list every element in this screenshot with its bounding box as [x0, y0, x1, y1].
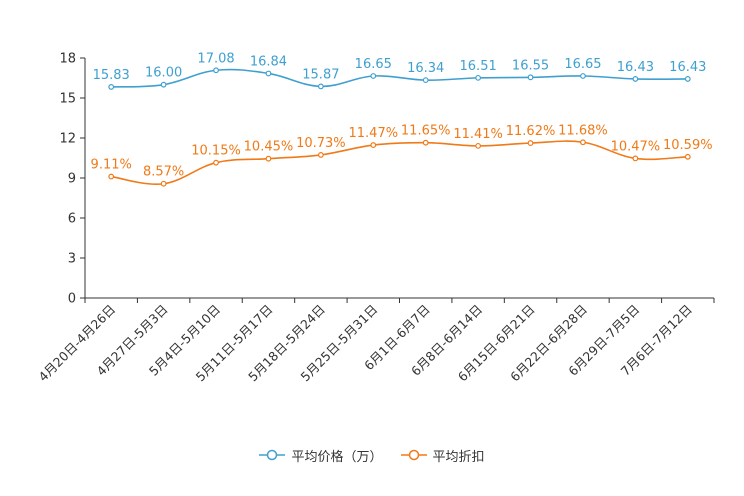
- data-label: 16.43: [669, 60, 706, 75]
- data-label: 16.84: [250, 54, 287, 69]
- data-label: 10.15%: [191, 144, 241, 159]
- legend-item-discount[interactable]: 平均折扣: [400, 446, 485, 465]
- data-point: [475, 74, 482, 81]
- data-point: [370, 73, 377, 79]
- data-point: [108, 173, 115, 180]
- data-label: 11.62%: [506, 124, 556, 139]
- data-point: [475, 142, 482, 149]
- data-point: [370, 142, 377, 148]
- data-point: [527, 140, 534, 146]
- data-label: 15.83: [93, 68, 130, 83]
- data-label: 16.34: [407, 61, 444, 76]
- series-line-2: [111, 140, 688, 185]
- legend-label-discount: 平均折扣: [432, 449, 485, 465]
- data-point: [108, 84, 115, 90]
- data-label: 10.45%: [244, 140, 294, 155]
- data-point: [213, 159, 219, 166]
- data-label: 16.00: [145, 66, 182, 81]
- data-label: 11.65%: [401, 124, 451, 139]
- series-line-1: [111, 68, 688, 88]
- data-label: 16.55: [512, 58, 549, 73]
- data-label: 11.68%: [558, 123, 608, 138]
- chart-legend: 平均价格（万） 平均折扣: [0, 444, 744, 466]
- data-label: 16.65: [564, 57, 601, 72]
- data-label: 16.65: [355, 57, 392, 72]
- y-tick-label: 18: [59, 52, 76, 67]
- data-label: 16.43: [617, 60, 654, 75]
- data-point: [580, 73, 586, 79]
- y-tick-label: 0: [68, 292, 76, 307]
- data-label: 11.47%: [349, 126, 399, 141]
- legend-line-circle-icon: [259, 449, 286, 461]
- legend-line-circle-icon: [400, 449, 427, 461]
- data-label: 10.73%: [296, 136, 346, 151]
- data-point: [422, 77, 429, 84]
- data-point: [265, 155, 272, 162]
- data-label: 10.47%: [611, 139, 661, 154]
- data-point: [160, 81, 167, 88]
- data-label: 11.41%: [453, 127, 503, 142]
- data-point: [632, 155, 639, 162]
- data-label: 17.08: [197, 51, 234, 66]
- data-label: 8.57%: [143, 165, 184, 180]
- data-point: [684, 76, 691, 82]
- data-point: [213, 67, 219, 74]
- data-point: [422, 139, 429, 146]
- data-label: 15.87: [302, 67, 339, 82]
- data-point: [580, 139, 586, 146]
- y-tick-label: 15: [59, 92, 76, 107]
- data-label: 9.11%: [91, 158, 132, 173]
- y-tick-label: 9: [68, 172, 76, 187]
- legend-label-price: 平均价格（万）: [291, 449, 383, 465]
- data-point: [317, 152, 324, 158]
- data-point: [632, 76, 639, 82]
- data-point: [265, 70, 272, 77]
- data-point: [684, 153, 691, 160]
- legend-item-price[interactable]: 平均价格（万）: [259, 446, 383, 465]
- y-tick-label: 6: [68, 212, 76, 227]
- data-point: [317, 83, 324, 90]
- y-tick-label: 3: [68, 252, 76, 267]
- data-point: [160, 180, 167, 187]
- data-label: 10.59%: [663, 138, 713, 153]
- y-tick-label: 12: [59, 132, 76, 147]
- data-label: 16.51: [460, 59, 497, 74]
- data-point: [527, 74, 534, 81]
